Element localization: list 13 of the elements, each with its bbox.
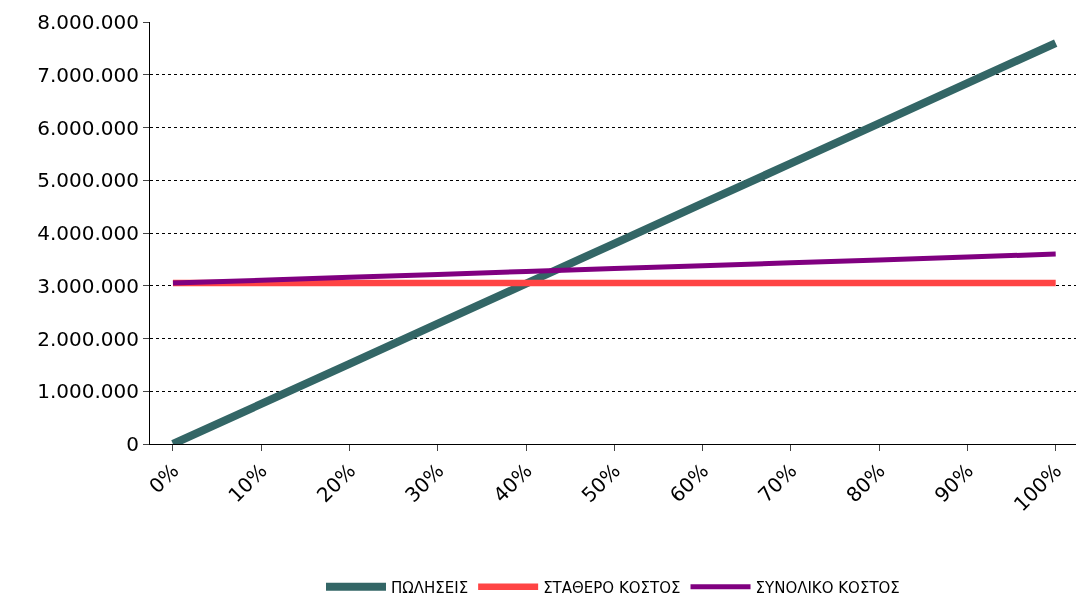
legend-label: ΣΥΝΟΛΙΚΟ ΚΟΣΤΟΣ <box>755 578 900 597</box>
legend-label: ΠΩΛΗΣΕΙΣ <box>391 578 469 597</box>
y-tick-label: 5.000.000 <box>37 168 139 193</box>
y-tick-label: 0 <box>126 432 139 456</box>
y-tick-label: 2.000.000 <box>37 326 139 351</box>
y-tick-label: 1.000.000 <box>37 379 139 404</box>
y-tick-label: 6.000.000 <box>37 115 139 140</box>
y-tick-label: 3.000.000 <box>37 273 139 298</box>
y-tick-label: 8.000.000 <box>37 10 139 34</box>
legend-label: ΣΤΑΘΕΡΟ ΚΟΣΤΟΣ <box>543 578 681 597</box>
x-tick-label: 0% <box>144 458 184 499</box>
y-tick-label: 7.000.000 <box>37 62 139 87</box>
y-tick-label: 4.000.000 <box>37 221 139 245</box>
